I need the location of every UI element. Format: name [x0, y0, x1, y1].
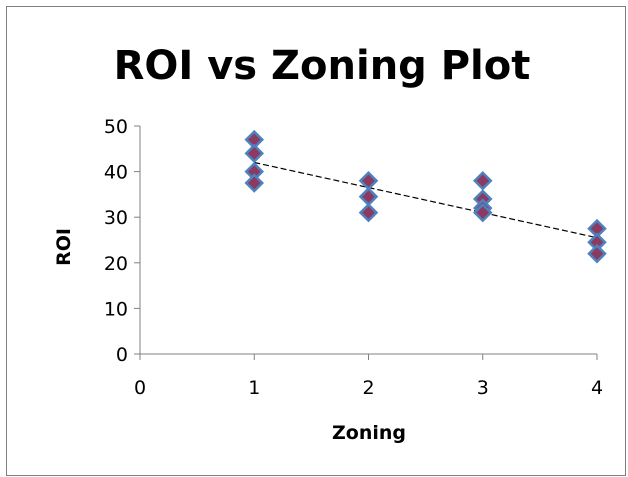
data-point — [472, 202, 493, 223]
x-axis-title: Zoning — [332, 422, 406, 444]
data-point — [244, 173, 265, 193]
x-tick-label: 1 — [248, 377, 260, 399]
data-point — [472, 170, 493, 191]
y-tick-label: 50 — [104, 116, 128, 138]
chart-frame: ROI vs Zoning Plot 0 10 20 30 40 50 0 1 2 3 4 Zon… — [6, 6, 626, 476]
y-tick-label: 30 — [104, 207, 128, 229]
x-tick-label: 0 — [134, 377, 146, 399]
data-point — [244, 143, 265, 164]
y-tick-label: 0 — [116, 344, 128, 366]
data-points — [244, 129, 607, 264]
y-axis-title: ROI — [53, 228, 75, 266]
y-tick-label: 20 — [104, 253, 128, 275]
scatter-chart: ROI vs Zoning Plot 0 10 20 30 40 50 0 1 2 3 4 Zon… — [53, 43, 607, 444]
y-tick-labels: 0 10 20 30 40 50 — [104, 116, 128, 366]
trendline — [254, 161, 598, 239]
x-tick-label: 3 — [477, 377, 489, 399]
data-point — [587, 243, 607, 264]
x-tick-labels: 0 1 2 3 4 — [134, 377, 603, 399]
x-tick-label: 4 — [591, 377, 603, 399]
data-point — [358, 186, 379, 207]
data-point — [358, 202, 379, 223]
x-tick-label: 2 — [362, 377, 374, 399]
y-tick-label: 40 — [104, 162, 128, 184]
chart-title: ROI vs Zoning Plot — [114, 43, 531, 89]
axes-group — [134, 125, 598, 360]
y-tick-label: 10 — [104, 298, 128, 320]
